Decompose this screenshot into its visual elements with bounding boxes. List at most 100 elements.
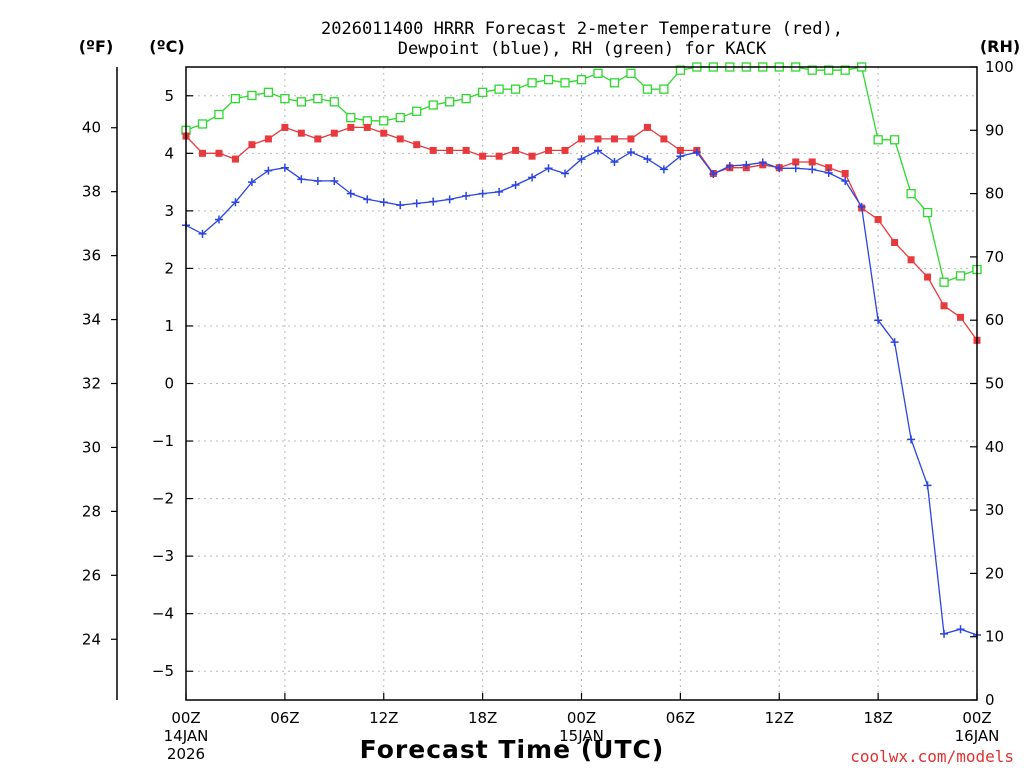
dewpoint-point <box>511 180 520 189</box>
temperature-point <box>231 155 239 163</box>
temperature-point <box>825 164 833 172</box>
rh-point <box>840 65 850 75</box>
temperature-point <box>957 313 965 321</box>
temperature-point <box>528 152 536 160</box>
rh-point <box>197 119 208 129</box>
fahrenheit-tick-label: 24 <box>82 630 101 648</box>
rh-point <box>214 109 224 120</box>
dewpoint-point <box>626 148 635 157</box>
rh-point <box>494 84 504 94</box>
celsius-axis-label: (ºC) <box>149 37 184 56</box>
dewpoint-point <box>478 189 487 198</box>
x-tick-label: 00Z <box>962 709 991 727</box>
dewpoint-point <box>725 161 734 170</box>
temperature-point <box>676 146 684 154</box>
dewpoint-point <box>956 625 965 634</box>
rh-point <box>922 207 933 218</box>
rh-point <box>609 78 620 88</box>
temperature-point <box>429 146 437 154</box>
dewpoint-point <box>775 164 784 173</box>
temperature-point <box>924 273 932 281</box>
dewpoint-point <box>940 629 949 638</box>
rh-point <box>807 65 817 75</box>
celsius-tick-label: −4 <box>152 605 174 623</box>
temperature-point <box>660 135 668 143</box>
celsius-tick-label: 5 <box>164 87 174 105</box>
chart-title-line-1: 2026011400 HRRR Forecast 2-meter Tempera… <box>321 19 843 39</box>
x-tick-label: 00Z <box>171 709 200 727</box>
temperature-point <box>462 146 470 154</box>
dewpoint-point <box>445 195 454 204</box>
dewpoint-point <box>890 338 899 347</box>
temperature-point <box>891 239 899 247</box>
temperature-point <box>561 146 569 154</box>
dewpoint-point <box>429 197 438 206</box>
rh-point <box>263 87 274 97</box>
dewpoint-point <box>709 170 718 179</box>
rh-tick-label: 60 <box>985 311 1004 329</box>
dewpoint-point <box>692 148 701 157</box>
temperature-point <box>512 146 520 154</box>
rh-point <box>428 100 438 110</box>
celsius-tick-label: −5 <box>152 662 174 680</box>
x-tick-label: 00Z <box>567 709 596 727</box>
rh-tick-label: 70 <box>985 248 1004 266</box>
temperature-point <box>792 158 800 166</box>
fahrenheit-tick-label: 38 <box>82 183 101 201</box>
rh-point <box>889 135 900 145</box>
rh-point <box>675 65 686 75</box>
credit-text[interactable]: coolwx.com/models <box>850 747 1014 766</box>
temperature-point <box>594 135 602 143</box>
dewpoint-point <box>495 187 504 196</box>
dewpoint-point <box>659 165 668 174</box>
plot-frame <box>185 66 978 701</box>
temperature-point <box>281 123 289 131</box>
rh-tick-label: 0 <box>985 691 995 709</box>
temperature-point <box>297 129 305 137</box>
celsius-tick-label: −3 <box>152 547 174 565</box>
series <box>181 62 982 639</box>
celsius-tick-label: 4 <box>164 144 174 162</box>
dewpoint-point <box>544 164 553 173</box>
rh-tick-label: 30 <box>985 501 1004 519</box>
temperature-point <box>413 141 421 149</box>
dewpoint-point <box>857 202 866 211</box>
fahrenheit-axis-label: (ºF) <box>79 37 114 56</box>
dewpoint-point <box>577 155 586 164</box>
fahrenheit-tick-label: 32 <box>82 375 101 393</box>
fahrenheit-tick-label: 34 <box>82 311 101 329</box>
dewpoint-point <box>841 176 850 185</box>
x-tick-date-label: 14JAN <box>164 727 209 745</box>
temperature-point <box>808 158 816 166</box>
x-tick-label: 12Z <box>369 709 398 727</box>
temperature-point <box>479 152 487 160</box>
dewpoint-point <box>676 152 685 161</box>
x-tick-date-label: 2026 <box>167 745 205 763</box>
rh-tick-label: 100 <box>985 58 1014 76</box>
dewpoint-point <box>363 195 372 204</box>
celsius-tick-label: 3 <box>164 202 174 220</box>
x-tick-date-label: 16JAN <box>955 727 1000 745</box>
rh-point <box>593 68 603 78</box>
fahrenheit-tick-label: 40 <box>82 119 101 137</box>
rh-tick-label: 50 <box>985 375 1004 393</box>
rh-point <box>346 112 356 123</box>
rh-point <box>543 75 554 85</box>
rh-point <box>642 84 653 94</box>
dewpoint-point <box>214 215 223 224</box>
temperature-point <box>396 135 404 143</box>
dewpoint-point <box>330 176 339 185</box>
temperature-point <box>610 135 618 143</box>
celsius-tick-label: 1 <box>164 317 174 335</box>
celsius-tick-label: −1 <box>152 432 174 450</box>
rh-tick-label: 90 <box>985 121 1004 139</box>
dewpoint-point <box>758 158 767 167</box>
rh-point <box>412 106 422 116</box>
temperature-point <box>198 149 206 157</box>
temperature-point <box>578 135 585 143</box>
dewpoint-point <box>379 198 388 207</box>
dewpoint-point <box>824 168 833 177</box>
temperature-point <box>347 123 355 131</box>
dewpoint-point <box>923 481 932 490</box>
